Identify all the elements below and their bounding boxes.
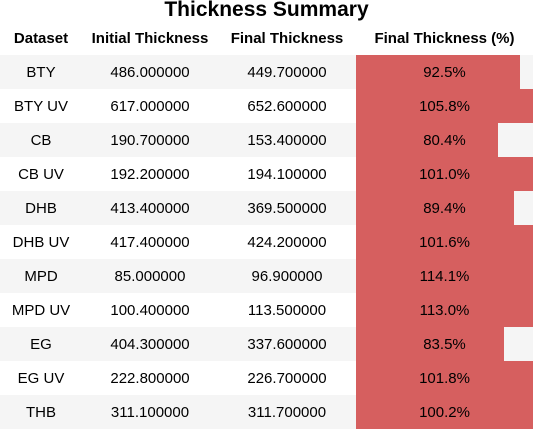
percent-label: 114.1% xyxy=(419,267,470,285)
cell-final-thickness-percent: 101.6% xyxy=(356,225,533,259)
column-header-final-thickness: Final Thickness xyxy=(230,30,344,47)
cell-final-thickness-percent: 105.8% xyxy=(356,89,533,123)
percent-bar xyxy=(356,123,499,157)
cell-dataset: MPD xyxy=(0,259,82,293)
table-body: BTY 486.000000 449.700000 92.5% BTY UV 617.00… xyxy=(0,55,533,429)
percent-bar xyxy=(356,89,533,123)
cell-dataset: CB UV xyxy=(0,157,82,191)
table-row: DHB 413.400000 369.500000 89.4% xyxy=(0,191,533,225)
cell-final-thickness: 311.700000 xyxy=(218,395,356,429)
percent-label: 101.0% xyxy=(419,165,470,183)
thickness-summary-table: Dataset Initial Thickness Final Thicknes… xyxy=(0,22,533,429)
cell-final-thickness: 449.700000 xyxy=(218,55,356,89)
cell-initial-thickness: 404.300000 xyxy=(82,327,218,361)
percent-bar xyxy=(356,157,533,191)
table-row: THB 311.100000 311.700000 100.2% xyxy=(0,395,533,429)
cell-dataset: EG xyxy=(0,327,82,361)
cell-final-thickness: 337.600000 xyxy=(218,327,356,361)
percent-bar xyxy=(356,225,533,259)
percent-bar xyxy=(356,191,515,225)
percent-label: 105.8% xyxy=(419,97,470,115)
cell-initial-thickness: 100.400000 xyxy=(82,293,218,327)
table-row: MPD UV 100.400000 113.500000 113.0% xyxy=(0,293,533,327)
table-row: EG 404.300000 337.600000 83.5% xyxy=(0,327,533,361)
percent-bar xyxy=(356,361,533,395)
cell-final-thickness-percent: 89.4% xyxy=(356,191,533,225)
column-header-dataset: Dataset xyxy=(13,30,69,47)
column-header-final-thickness-percent: Final Thickness (%) xyxy=(374,30,515,47)
table-row: BTY 486.000000 449.700000 92.5% xyxy=(0,55,533,89)
cell-dataset: DHB xyxy=(0,191,82,225)
percent-label: 101.6% xyxy=(419,233,470,251)
cell-final-thickness: 652.600000 xyxy=(218,89,356,123)
cell-final-thickness: 194.100000 xyxy=(218,157,356,191)
cell-final-thickness-percent: 113.0% xyxy=(356,293,533,327)
cell-final-thickness-percent: 83.5% xyxy=(356,327,533,361)
cell-final-thickness-percent: 80.4% xyxy=(356,123,533,157)
cell-dataset: BTY UV xyxy=(0,89,82,123)
cell-initial-thickness: 486.000000 xyxy=(82,55,218,89)
percent-bar xyxy=(356,395,533,429)
table-row: EG UV 222.800000 226.700000 101.8% xyxy=(0,361,533,395)
header-row: Dataset Initial Thickness Final Thicknes… xyxy=(0,22,533,55)
table-row: CB UV 192.200000 194.100000 101.0% xyxy=(0,157,533,191)
cell-initial-thickness: 311.100000 xyxy=(82,395,218,429)
percent-label: 101.8% xyxy=(419,369,470,387)
table-row: CB 190.700000 153.400000 80.4% xyxy=(0,123,533,157)
cell-final-thickness-percent: 114.1% xyxy=(356,259,533,293)
percent-label: 83.5% xyxy=(423,335,466,353)
percent-bar xyxy=(356,259,533,293)
cell-initial-thickness: 190.700000 xyxy=(82,123,218,157)
cell-dataset: EG UV xyxy=(0,361,82,395)
cell-dataset: THB xyxy=(0,395,82,429)
cell-final-thickness: 113.500000 xyxy=(218,293,356,327)
percent-bar xyxy=(356,327,504,361)
percent-label: 100.2% xyxy=(419,403,470,421)
table-row: MPD 85.000000 96.900000 114.1% xyxy=(0,259,533,293)
cell-initial-thickness: 417.400000 xyxy=(82,225,218,259)
cell-initial-thickness: 222.800000 xyxy=(82,361,218,395)
cell-initial-thickness: 413.400000 xyxy=(82,191,218,225)
cell-dataset: CB xyxy=(0,123,82,157)
cell-dataset: MPD UV xyxy=(0,293,82,327)
cell-initial-thickness: 192.200000 xyxy=(82,157,218,191)
cell-final-thickness: 424.200000 xyxy=(218,225,356,259)
percent-bar xyxy=(356,55,520,89)
cell-final-thickness-percent: 92.5% xyxy=(356,55,533,89)
table-title: Thickness Summary xyxy=(164,0,369,21)
table-row: BTY UV 617.000000 652.600000 105.8% xyxy=(0,89,533,123)
cell-final-thickness: 96.900000 xyxy=(218,259,356,293)
percent-label: 113.0% xyxy=(419,301,470,319)
cell-final-thickness-percent: 100.2% xyxy=(356,395,533,429)
percent-label: 89.4% xyxy=(423,199,466,217)
cell-final-thickness-percent: 101.8% xyxy=(356,361,533,395)
cell-initial-thickness: 617.000000 xyxy=(82,89,218,123)
cell-final-thickness: 369.500000 xyxy=(218,191,356,225)
cell-final-thickness: 226.700000 xyxy=(218,361,356,395)
column-header-initial-thickness: Initial Thickness xyxy=(91,30,209,47)
percent-label: 80.4% xyxy=(423,131,466,149)
cell-final-thickness: 153.400000 xyxy=(218,123,356,157)
percent-label: 92.5% xyxy=(423,63,466,81)
percent-bar xyxy=(356,293,533,327)
cell-dataset: DHB UV xyxy=(0,225,82,259)
cell-initial-thickness: 85.000000 xyxy=(82,259,218,293)
cell-dataset: BTY xyxy=(0,55,82,89)
cell-final-thickness-percent: 101.0% xyxy=(356,157,533,191)
table-row: DHB UV 417.400000 424.200000 101.6% xyxy=(0,225,533,259)
